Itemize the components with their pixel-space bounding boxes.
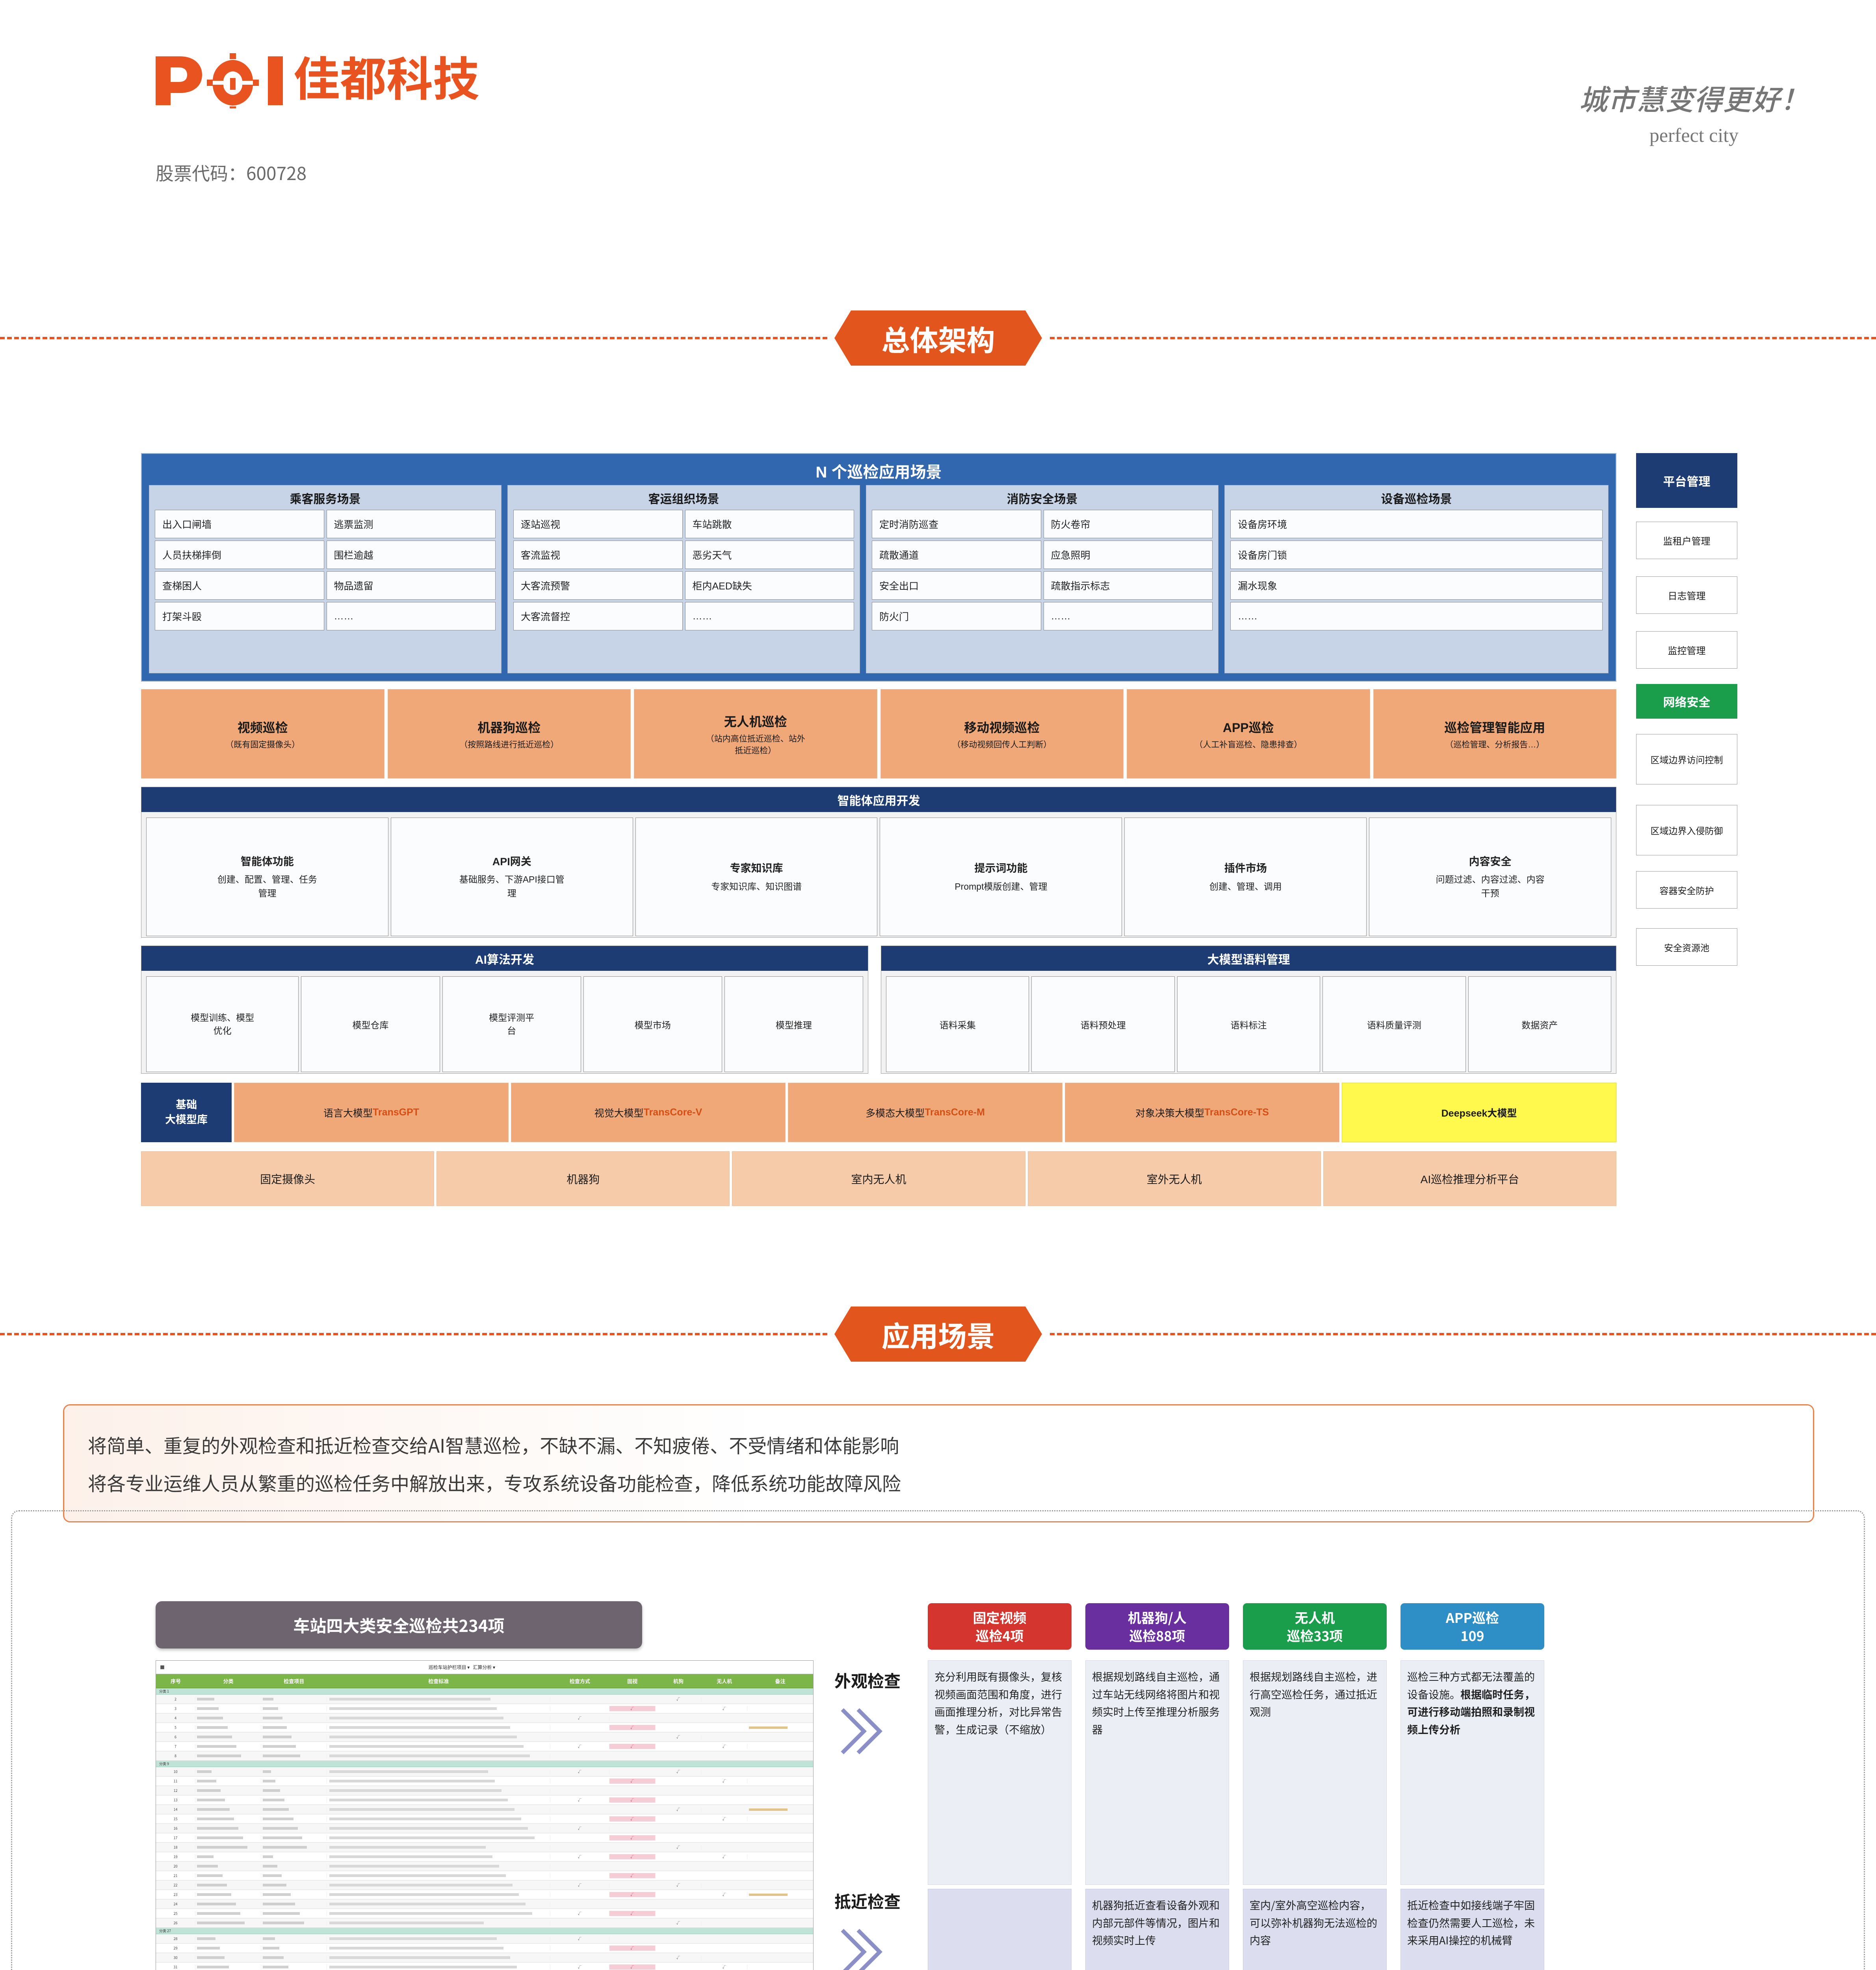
svg-text:佳都科技: 佳都科技	[293, 53, 479, 108]
